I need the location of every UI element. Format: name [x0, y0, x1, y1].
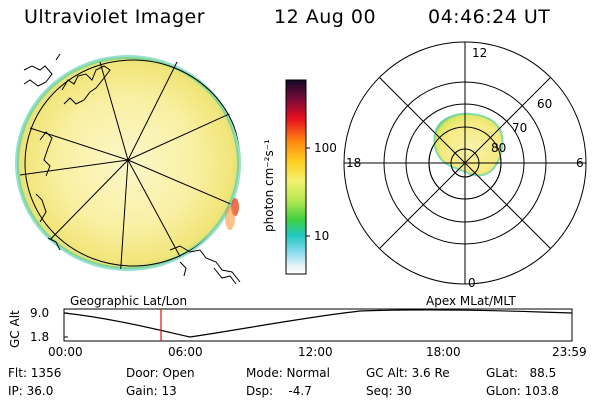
time-label: 04:46:24 UT: [428, 6, 551, 28]
altitude-plot: [63, 308, 573, 342]
altitude-ytick-1-8: 1.8: [30, 330, 50, 344]
door-value: Door: Open: [126, 366, 195, 380]
gain-value: Gain: 13: [126, 384, 177, 398]
geographic-label: Geographic Lat/Lon: [70, 294, 188, 308]
lat-label-70: 70: [512, 121, 528, 135]
colorbar-tick-10: 10: [314, 229, 330, 243]
ip-value: IP: 36.0: [8, 384, 54, 398]
glat-value: GLat: 88.5: [486, 366, 557, 380]
xtick-0600: 06:00: [168, 345, 203, 359]
colorbar-unit-label: photon cm⁻²s⁻¹: [262, 139, 276, 232]
coastlines: [23, 53, 241, 285]
seq-value: Seq: 30: [366, 384, 412, 398]
xtick-1200: 12:00: [298, 345, 333, 359]
mlt-label-0: 0: [468, 276, 476, 290]
mlt-label-6: 6: [576, 156, 584, 170]
colorbar-tick-100: 100: [314, 141, 337, 155]
app-title: Ultraviolet Imager: [24, 6, 206, 28]
altitude-ytick-9: 9.0: [30, 306, 50, 320]
date-label: 12 Aug 00: [274, 6, 377, 28]
gc-alt-value: GC Alt: 3.6 Re: [366, 366, 450, 380]
xtick-2359: 23:59: [552, 345, 587, 359]
colorbar: [285, 79, 310, 275]
xtick-0000: 00:00: [48, 345, 83, 359]
apex-label: Apex MLat/MLT: [426, 294, 516, 308]
altitude-ylabel: GC Alt: [8, 310, 22, 348]
polar-grid-lines: [344, 42, 586, 284]
xtick-1800: 18:00: [426, 345, 461, 359]
dsp-value: Dsp: -4.7: [246, 384, 312, 398]
glon-value: GLon: 103.8: [486, 384, 559, 398]
lat-label-60: 60: [537, 97, 553, 111]
mlt-label-12: 12: [472, 46, 488, 60]
lat-label-80: 80: [491, 141, 507, 155]
mode-value: Mode: Normal: [246, 366, 330, 380]
flt-value: Flt: 1356: [8, 366, 62, 380]
geo-grid: [19, 59, 240, 269]
mlt-label-18: 18: [346, 156, 362, 170]
